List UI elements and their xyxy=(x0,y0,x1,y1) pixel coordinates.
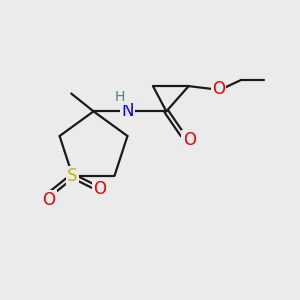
Text: O: O xyxy=(183,131,196,149)
Text: S: S xyxy=(67,167,78,185)
Text: O: O xyxy=(212,80,225,98)
Text: O: O xyxy=(93,180,106,198)
Text: N: N xyxy=(122,102,134,120)
Text: O: O xyxy=(42,191,55,209)
Text: H: H xyxy=(115,89,125,103)
